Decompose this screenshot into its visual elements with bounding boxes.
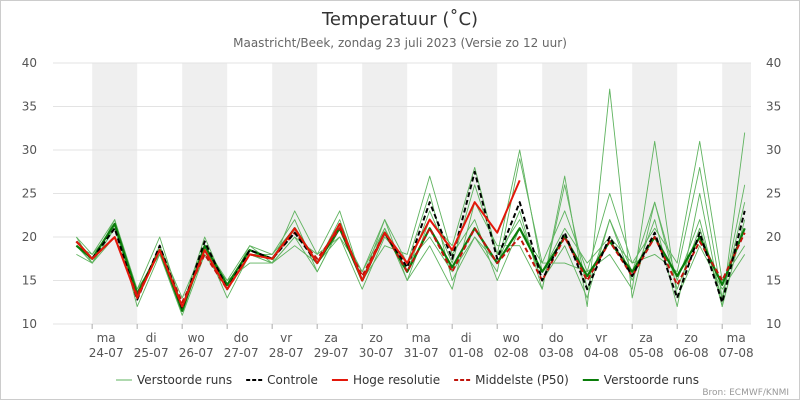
x-tick-label: ma 31-07 [403, 331, 439, 360]
x-tick-label: do 27-07 [223, 331, 259, 360]
ensemble-run [76, 140, 746, 299]
y-tick-label: 25 [22, 187, 37, 201]
y-tick-label: 35 [22, 100, 37, 114]
y2-tick-label: 30 [766, 143, 781, 157]
x-tick-label: di 01-08 [448, 331, 484, 360]
series-line [75, 227, 746, 304]
x-tick-label: ma 24-07 [88, 331, 124, 360]
x-tick-label: wo 02-08 [493, 331, 529, 360]
x-tick-label: ma 07-08 [718, 331, 754, 360]
y-tick-label: 40 [22, 56, 37, 70]
x-tick-label: wo 26-07 [178, 331, 214, 360]
y-tick-label: 10 [22, 317, 37, 331]
legend-label: Controle [267, 373, 318, 387]
y2-tick-label: 15 [766, 274, 781, 288]
source: Bron: ECMWF/KNMI [702, 388, 789, 398]
chart-title: Temperatuur (˚C) [321, 9, 478, 30]
y2-tick-label: 40 [766, 56, 781, 70]
x-tick-label: za 05-08 [628, 331, 664, 360]
legend-item: Controle [246, 373, 318, 387]
legend-label: Verstoorde runs [604, 373, 699, 387]
series-line [75, 170, 746, 310]
y2-tick-label: 35 [766, 100, 781, 114]
legend-item: Hoge resolutie [331, 373, 440, 387]
y-tick-label: 15 [22, 274, 37, 288]
y-tick-label: 30 [22, 143, 37, 157]
legend-item: Verstoorde runs [582, 373, 699, 387]
legend-label: Verstoorde runs [137, 373, 232, 387]
x-tick-label: vr 28-07 [268, 331, 304, 360]
x-tick-label: vr 04-08 [583, 331, 619, 360]
x-tick-label: di 25-07 [133, 331, 169, 360]
legend-label: Middelste (P50) [475, 373, 569, 387]
chart-subtitle: Maastricht/Beek, zondag 23 juli 2023 (Ve… [233, 36, 567, 50]
series-line [75, 222, 746, 312]
legend-item: Verstoorde runs [116, 373, 232, 387]
x-tick-label: do 03-08 [538, 331, 574, 360]
legend-item: Middelste (P50) [454, 373, 569, 387]
y2-tick-label: 20 [766, 230, 781, 244]
y2-tick-label: 25 [766, 187, 781, 201]
y2-tick-label: 10 [766, 317, 781, 331]
x-tick-label: zo 06-08 [673, 331, 709, 360]
series-line [75, 180, 521, 308]
legend-label: Hoge resolutie [353, 373, 440, 387]
y-tick-label: 20 [22, 230, 37, 244]
x-tick-label: za 29-07 [313, 331, 349, 360]
x-tick-label: zo 30-07 [358, 331, 394, 360]
